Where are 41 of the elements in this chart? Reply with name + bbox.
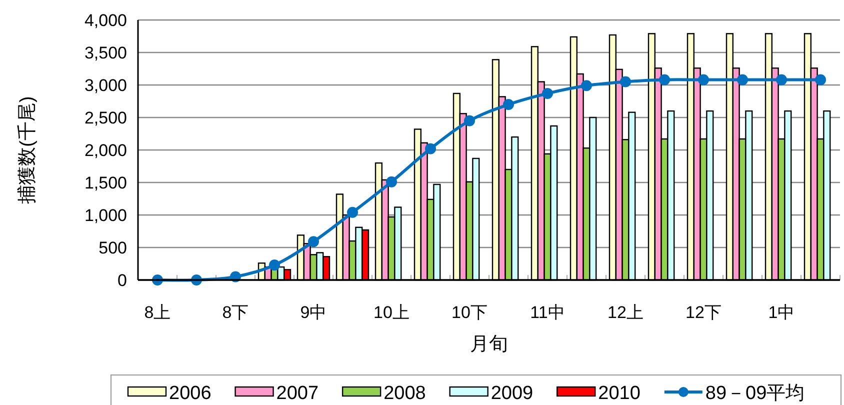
legend-label: 89－09平均 bbox=[705, 383, 805, 404]
point bbox=[503, 99, 514, 110]
x-tick-label: 8下 bbox=[222, 303, 249, 322]
x-tick-label: 10上 bbox=[374, 303, 410, 322]
point bbox=[620, 76, 631, 88]
legend-label: 2006 bbox=[169, 383, 212, 404]
x-tick-label: 8上 bbox=[144, 303, 171, 322]
y-tick-label: 1,000 bbox=[84, 206, 127, 225]
x-axis-title: 月旬 bbox=[470, 334, 508, 355]
x-tick-label: 12上 bbox=[608, 303, 644, 322]
y-tick-label: 4,000 bbox=[84, 11, 127, 30]
point bbox=[308, 236, 319, 248]
legend-label: 2010 bbox=[598, 383, 640, 404]
point bbox=[737, 74, 748, 86]
y-axis-title: 捕獲数(千尾) bbox=[17, 96, 38, 204]
y-tick-label: 0 bbox=[118, 271, 127, 290]
point bbox=[776, 74, 787, 86]
y-tick-label: 500 bbox=[98, 238, 127, 258]
legend-label: 2009 bbox=[490, 383, 534, 404]
x-tick-label: 9中 bbox=[300, 303, 327, 322]
point bbox=[269, 260, 280, 271]
y-tick-label: 3,500 bbox=[84, 44, 127, 62]
point bbox=[659, 74, 670, 86]
point bbox=[425, 143, 436, 154]
y-tick-label: 3,000 bbox=[84, 76, 127, 95]
point bbox=[581, 80, 592, 92]
legend-label: 2008 bbox=[384, 383, 426, 404]
x-tick-label: 11中 bbox=[530, 303, 565, 322]
y-tick-label: 1,500 bbox=[84, 174, 127, 192]
point bbox=[347, 206, 358, 218]
point bbox=[542, 88, 553, 99]
y-tick-label: 2,500 bbox=[84, 108, 127, 128]
point bbox=[386, 176, 397, 188]
point bbox=[815, 74, 826, 86]
y-tick-label: 2,000 bbox=[84, 141, 127, 160]
legend-label: 2007 bbox=[276, 383, 319, 404]
x-tick-label: 1中 bbox=[768, 303, 795, 322]
point bbox=[464, 115, 475, 126]
x-tick-label: 12下 bbox=[686, 303, 722, 322]
point bbox=[698, 74, 709, 86]
x-tick-label: 10下 bbox=[452, 303, 488, 322]
